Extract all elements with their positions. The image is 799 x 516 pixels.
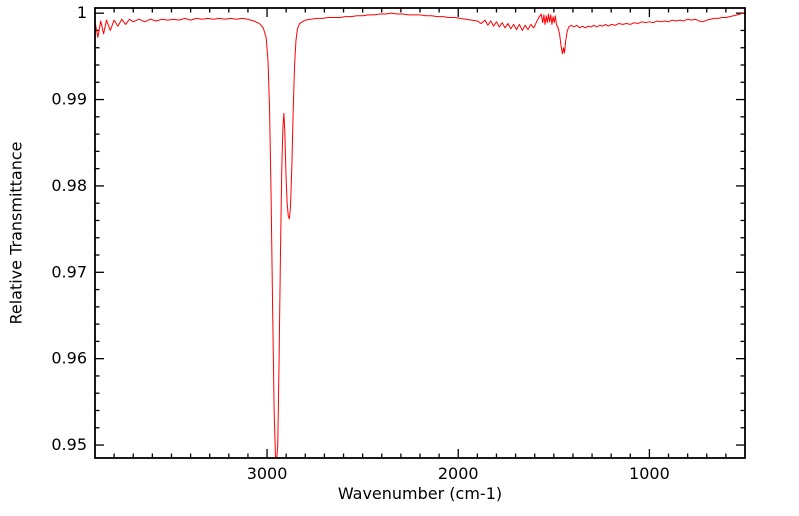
y-tick-label: 1 (77, 3, 87, 22)
y-tick-label: 0.96 (51, 349, 87, 368)
y-tick-label: 0.97 (51, 262, 87, 281)
plot-frame (94, 7, 746, 459)
axis-ticks (95, 8, 745, 458)
y-axis-label: Relative Transmittance (6, 141, 26, 325)
x-tick-label: 3000 (247, 464, 288, 483)
y-tick-label: 0.98 (51, 176, 87, 195)
spectrum-line (95, 11, 745, 458)
x-axis-label: Wavenumber (cm-1) (337, 484, 503, 503)
x-tick-label: 1000 (629, 464, 670, 483)
y-tick-label: 0.95 (51, 435, 87, 454)
x-tick-label: 2000 (438, 464, 479, 483)
tick-labels: 3000 2000 1000 0.95 0.96 0.97 0.98 0.99 1 (51, 3, 669, 483)
y-tick-label: 0.99 (51, 90, 87, 109)
